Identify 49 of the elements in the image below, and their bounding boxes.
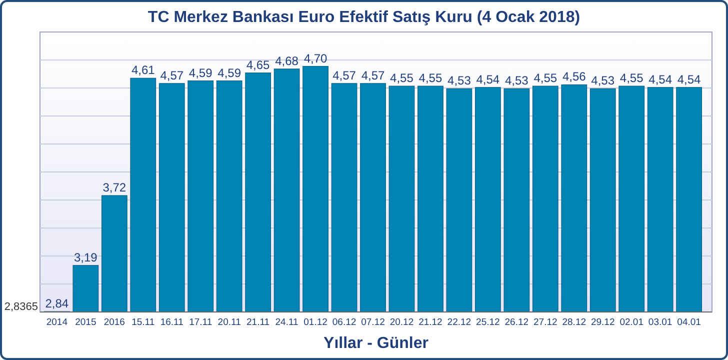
data-label: 4,65 [246,58,270,72]
x-tick-label: 21.11 [246,317,270,328]
x-axis-title: Yıllar - Günler [324,335,428,352]
data-label: 4,55 [390,71,414,86]
data-label: 4,53 [591,74,615,88]
data-label: 4,57 [160,68,184,82]
data-label: 4,53 [504,74,529,88]
data-label: 4,59 [188,66,213,80]
text: 2,8365 [4,301,38,313]
data-label: 3,19 [74,250,98,264]
x-tick-label: 17.11 [189,317,212,328]
data-label: 4,61 [131,63,156,78]
x-tick-label: 04.01 [677,317,701,328]
data-label: 4,68 [275,54,299,68]
data-label: 4,70 [304,51,328,66]
x-tick-label: 20.11 [218,317,241,328]
x-tick-label: 21.12 [418,317,442,328]
x-tick-label: 25.12 [476,317,500,328]
data-label: 4,54 [476,72,500,86]
data-label: 4,57 [332,68,356,82]
data-label: 3,72 [102,180,126,195]
x-tick-label: 16.11 [160,317,184,328]
x-tick-label: 2016 [104,317,125,328]
chart-title: TC Merkez Bankası Euro Efektif Satış Kuru (4 Ocak 2018) [148,9,580,26]
x-tick-label: 06.12 [332,317,356,328]
data-label: 4,55 [534,71,558,86]
data-label: 2,84 [45,296,69,311]
data-label: 4,54 [648,72,672,86]
x-tick-label: 24.11 [275,317,298,328]
data-label: 4,54 [677,72,702,86]
x-tick-label: 20.12 [390,317,414,328]
x-tick-label: 22.12 [447,317,472,328]
data-label: 4,57 [361,68,385,82]
x-tick-label: 26.12 [504,317,529,328]
x-tick-label: 29.12 [590,317,615,328]
data-label: 4,56 [562,70,586,84]
data-label: 4,55 [620,71,644,86]
x-tick-label: 01.12 [304,317,328,328]
data-label: 4,59 [218,66,242,80]
x-tick-label: 02.01 [620,317,644,328]
x-tick-label: 15.11 [132,317,155,328]
data-label: 4,55 [418,71,442,86]
x-tick-label: 2014 [46,317,68,328]
x-tick-label: 28.12 [562,317,586,328]
x-tick-label: 03.01 [648,317,672,328]
x-tick-label: 27.12 [534,317,558,328]
data-label: 4,53 [448,74,472,88]
x-tick-label: 07.12 [361,317,385,328]
x-tick-label: 2015 [75,317,96,328]
